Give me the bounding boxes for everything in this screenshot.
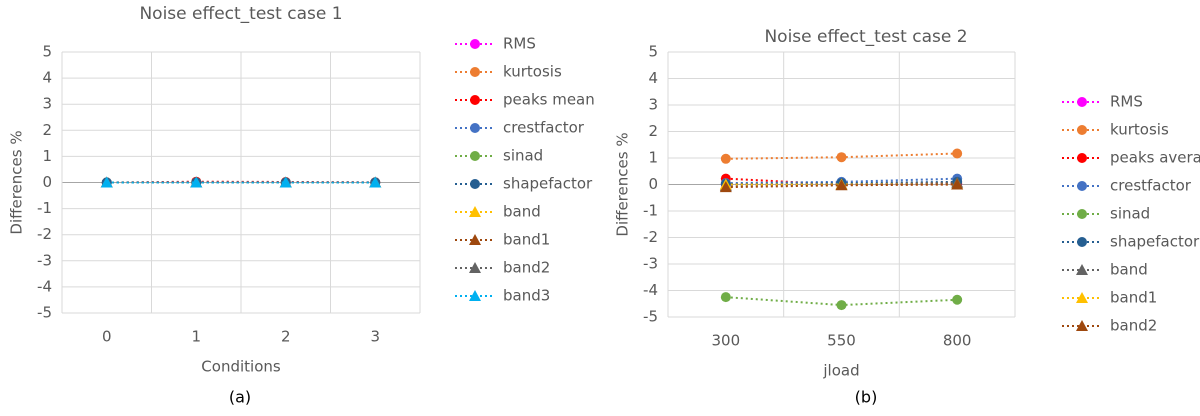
- y-tick-label: -4: [37, 277, 52, 295]
- legend-label: sinad: [503, 147, 543, 165]
- data-point: [719, 181, 732, 193]
- x-tick-label: 550: [827, 332, 856, 350]
- y-tick-label: -3: [643, 255, 658, 273]
- legend-label: crestfactor: [1110, 177, 1192, 195]
- chart-title: Noise effect_test case 1: [139, 4, 342, 24]
- y-tick-label: 1: [42, 147, 52, 165]
- x-tick-label: 0: [102, 328, 112, 346]
- data-point: [951, 178, 964, 190]
- legend-label: band: [1110, 261, 1148, 279]
- y-tick-label: -4: [643, 281, 658, 299]
- legend-label: kurtosis: [503, 63, 562, 81]
- chart-title: Noise effect_test case 2: [764, 27, 967, 47]
- legend-label: band: [503, 203, 541, 221]
- x-tick-label: 800: [943, 332, 972, 350]
- legend-marker: [469, 262, 481, 273]
- legend-label: kurtosis: [1110, 121, 1169, 139]
- legend-label: sinad: [1110, 205, 1150, 223]
- y-tick-label: 3: [648, 96, 658, 114]
- legend-marker: [470, 151, 480, 161]
- legend-label: band2: [1110, 317, 1157, 335]
- y-tick-label: 3: [42, 95, 52, 113]
- legend-label: band2: [503, 259, 550, 277]
- legend-marker: [1077, 125, 1087, 135]
- legend-marker: [1077, 181, 1087, 191]
- legend-label: band1: [1110, 289, 1157, 307]
- data-point: [369, 176, 382, 188]
- legend-marker: [1077, 153, 1087, 163]
- data-point: [720, 153, 731, 164]
- legend-marker: [1077, 209, 1087, 219]
- caption: (b): [855, 388, 878, 407]
- legend-marker: [1077, 237, 1087, 247]
- legend-marker: [469, 290, 481, 301]
- y-tick-label: 0: [648, 175, 658, 193]
- y-tick-label: 4: [648, 69, 658, 87]
- y-tick-label: -5: [37, 304, 52, 322]
- legend-marker: [1077, 97, 1087, 107]
- y-tick-label: 0: [42, 173, 52, 191]
- x-tick-label: 1: [191, 328, 201, 346]
- y-tick-label: 5: [648, 43, 658, 61]
- y-tick-label: -2: [643, 228, 658, 246]
- y-tick-label: 4: [42, 69, 52, 87]
- data-point: [100, 176, 113, 188]
- legend-label: peaks average: [1110, 149, 1200, 167]
- legend-label: RMS: [1110, 93, 1143, 111]
- data-point: [190, 176, 203, 188]
- legend-marker: [1076, 320, 1088, 331]
- caption: (a): [229, 388, 251, 407]
- data-point: [279, 176, 292, 188]
- data-point: [952, 294, 963, 305]
- y-tick-label: 2: [42, 121, 52, 139]
- data-point: [836, 152, 847, 163]
- legend-marker: [1076, 292, 1088, 303]
- y-tick-label: -1: [643, 202, 658, 220]
- y-tick-label: 2: [648, 122, 658, 140]
- legend-label: peaks mean: [503, 91, 595, 109]
- y-tick-label: -3: [37, 251, 52, 269]
- legend-marker: [470, 179, 480, 189]
- legend-label: RMS: [503, 35, 536, 53]
- legend-marker: [469, 206, 481, 217]
- legend-label: shapefactor: [1110, 233, 1200, 251]
- data-point: [835, 179, 848, 191]
- x-tick-label: 300: [712, 332, 741, 350]
- x-tick-label: 3: [370, 328, 380, 346]
- data-point: [720, 292, 731, 303]
- legend-marker: [470, 123, 480, 133]
- x-axis-label: jload: [822, 362, 859, 380]
- y-tick-label: 1: [648, 149, 658, 167]
- y-tick-label: 5: [42, 43, 52, 61]
- y-tick-label: -2: [37, 225, 52, 243]
- x-tick-label: 2: [281, 328, 291, 346]
- y-axis-label: Differences %: [8, 130, 26, 234]
- legend-marker: [470, 95, 480, 105]
- y-axis-label: Differences %: [614, 132, 632, 236]
- legend-label: band1: [503, 231, 550, 249]
- legend-label: crestfactor: [503, 119, 585, 137]
- y-tick-label: -1: [37, 199, 52, 217]
- data-point: [836, 300, 847, 311]
- legend-label: shapefactor: [503, 175, 593, 193]
- legend-label: band3: [503, 287, 550, 305]
- legend-marker: [469, 234, 481, 245]
- y-tick-label: -5: [643, 308, 658, 326]
- x-axis-label: Conditions: [201, 358, 281, 376]
- legend-marker: [470, 39, 480, 49]
- legend-marker: [1076, 264, 1088, 275]
- data-point: [952, 148, 963, 159]
- legend-marker: [470, 67, 480, 77]
